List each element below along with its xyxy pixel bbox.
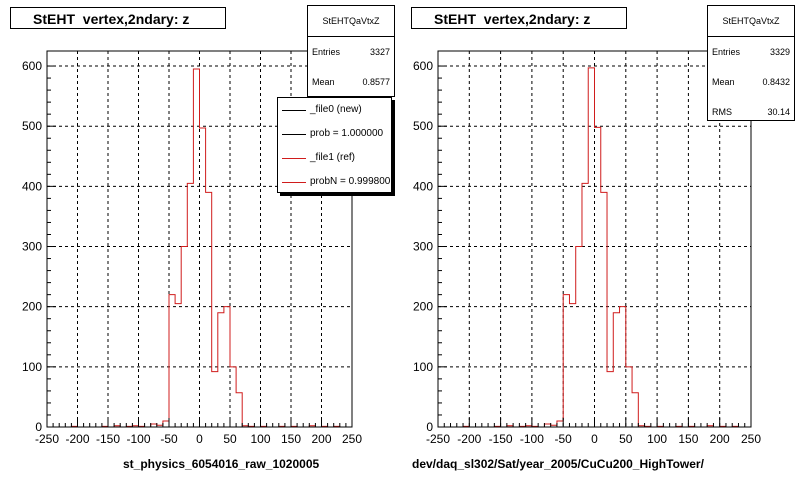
y-tick-label: 100 — [413, 360, 433, 374]
x-tick-label: -100 — [520, 432, 544, 446]
y-tick-label: 500 — [413, 119, 433, 133]
x-tick-label: 50 — [619, 432, 633, 446]
legend-line-new — [282, 110, 306, 111]
stats-value: 0.8432 — [762, 77, 790, 87]
y-tick-label: 400 — [22, 179, 42, 193]
legend-entry: _file1 (ref) — [278, 146, 391, 170]
x-tick-label: 0 — [591, 432, 598, 446]
x-tick-label: 200 — [311, 432, 331, 446]
x-tick-label: 100 — [647, 432, 667, 446]
legend-label: prob = 1.000000 — [310, 128, 384, 139]
left-stats-row-entries: Entries 3327 — [308, 37, 394, 67]
x-tick-label: -100 — [126, 432, 150, 446]
stats-value: 30.14 — [767, 107, 790, 117]
x-tick-label: 250 — [741, 432, 761, 446]
stats-value: 0.8577 — [362, 77, 390, 87]
legend-label: probN = 0.999800 — [310, 176, 391, 187]
left-stats-box: StEHTQaVtxZ Entries 3327 Mean 0.8577 — [307, 5, 395, 97]
stats-label: Mean — [312, 77, 335, 87]
x-tick-label: -250 — [426, 432, 450, 446]
stats-label: Entries — [312, 47, 341, 57]
x-tick-label: 0 — [196, 432, 203, 446]
y-tick-label: 300 — [22, 240, 42, 254]
histogram-series-0 — [438, 67, 751, 428]
x-tick-label: -200 — [65, 432, 89, 446]
legend-line-probn — [282, 182, 306, 183]
y-tick-label: 600 — [413, 59, 433, 73]
x-tick-label: 150 — [678, 432, 698, 446]
right-stats-name: StEHTQaVtxZ — [708, 6, 794, 37]
left-plot-title: StEHT vertex,2ndary: z — [10, 7, 226, 29]
legend-entry: probN = 0.999800 — [278, 170, 391, 192]
stats-label: Entries — [712, 47, 741, 57]
stats-label: Mean — [712, 77, 735, 87]
x-tick-label: 100 — [250, 432, 270, 446]
y-tick-label: 300 — [413, 240, 433, 254]
y-tick-label: 200 — [22, 300, 42, 314]
legend-entry: prob = 1.000000 — [278, 122, 391, 146]
right-stats-row-rms: RMS 30.14 — [708, 97, 794, 127]
x-tick-label: 200 — [710, 432, 730, 446]
x-tick-label: -250 — [35, 432, 59, 446]
y-tick-label: 200 — [413, 300, 433, 314]
left-legend: _file0 (new) prob = 1.000000 _file1 (ref… — [277, 97, 392, 193]
legend-line-prob — [282, 134, 306, 135]
right-plot-title: StEHT vertex,2ndary: z — [411, 7, 627, 29]
legend-label: _file0 (new) — [310, 104, 362, 115]
right-stats-row-entries: Entries 3329 — [708, 37, 794, 67]
x-tick-label: -50 — [555, 432, 573, 446]
x-tick-label: -150 — [489, 432, 513, 446]
right-x-caption: dev/daq_sl302/Sat/year_2005/CuCu200_High… — [412, 457, 704, 471]
x-tick-label: -50 — [160, 432, 178, 446]
left-stats-row-mean: Mean 0.8577 — [308, 67, 394, 97]
stats-label: RMS — [712, 107, 732, 117]
y-tick-label: 0 — [426, 420, 433, 434]
x-tick-label: -150 — [96, 432, 120, 446]
x-tick-label: 150 — [281, 432, 301, 446]
y-tick-label: 400 — [413, 179, 433, 193]
x-tick-label: 250 — [342, 432, 362, 446]
left-stats-name: StEHTQaVtxZ — [308, 6, 394, 37]
right-histogram-plot: -250 -200 -150 -100 -50 0 50 100 150 200 250 0 100 20… — [413, 50, 761, 446]
left-x-caption: st_physics_6054016_raw_1020005 — [123, 457, 320, 471]
stats-value: 3327 — [369, 47, 390, 57]
x-tick-label: 50 — [223, 432, 237, 446]
y-tick-label: 500 — [22, 119, 42, 133]
y-tick-label: 0 — [35, 420, 42, 434]
stats-value: 3329 — [769, 47, 790, 57]
legend-label: _file1 (ref) — [310, 152, 356, 163]
x-tick-label: -200 — [457, 432, 481, 446]
right-stats-row-mean: Mean 0.8432 — [708, 67, 794, 97]
legend-line-ref — [282, 158, 306, 159]
y-tick-label: 600 — [22, 59, 42, 73]
y-tick-label: 100 — [22, 360, 42, 374]
right-stats-box: StEHTQaVtxZ Entries 3329 Mean 0.8432 RMS… — [707, 5, 795, 121]
legend-entry: _file0 (new) — [278, 98, 391, 122]
